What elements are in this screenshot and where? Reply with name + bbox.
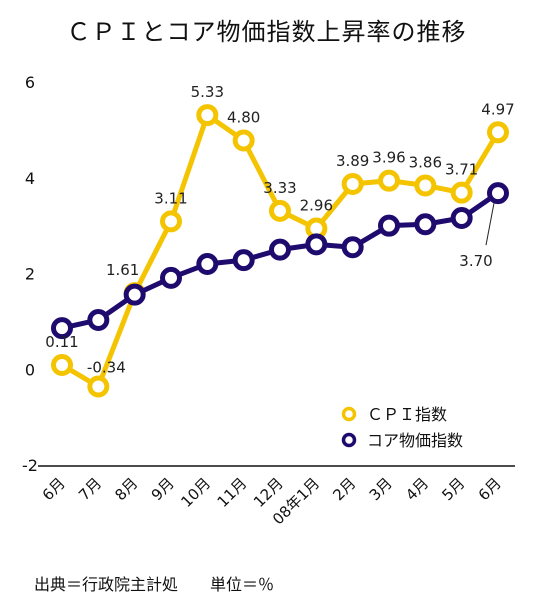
chart-title: ＣＰＩとコア物価指数上昇率の推移 xyxy=(66,18,467,46)
y-axis-ticks: -2 0 2 4 6 xyxy=(22,73,38,475)
data-label: 3.70 xyxy=(459,252,492,270)
data-point xyxy=(341,236,364,259)
data-point xyxy=(305,233,328,256)
series-layer xyxy=(51,104,509,398)
legend-marker xyxy=(341,432,357,448)
data-label: 4.80 xyxy=(227,108,260,126)
label-leader-line xyxy=(485,203,495,246)
legend-label: ＣＰＩ指数 xyxy=(367,405,447,424)
legend-label: コア物価指数 xyxy=(367,431,463,450)
data-label: -0.34 xyxy=(87,359,126,377)
x-tick-label: 6月 xyxy=(39,474,69,504)
data-point xyxy=(160,210,182,233)
data-point xyxy=(414,174,437,197)
y-tick-label: -2 xyxy=(22,456,38,475)
data-label: 3.86 xyxy=(409,153,442,171)
data-label: 3.96 xyxy=(372,149,405,167)
x-tick-label: 4月 xyxy=(402,474,432,504)
legend-marker xyxy=(341,406,357,422)
data-point xyxy=(160,266,182,289)
y-tick-label: 4 xyxy=(25,169,35,188)
data-point xyxy=(378,169,400,192)
data-point xyxy=(341,173,364,196)
data-point xyxy=(196,104,219,127)
data-label: 0.11 xyxy=(45,333,78,351)
data-point xyxy=(51,317,73,340)
y-tick-label: 0 xyxy=(25,360,35,379)
footnote: 出典＝行政院主計処 単位＝％ xyxy=(34,575,275,594)
y-tick-label: 2 xyxy=(25,265,35,284)
x-tick-label: 11月 xyxy=(214,474,251,511)
data-point xyxy=(123,283,146,306)
data-point xyxy=(450,181,473,204)
data-point xyxy=(87,308,110,331)
data-point xyxy=(87,375,110,398)
data-point xyxy=(269,238,291,261)
data-labels: 0.11 -0.34 1.61 3.11 5.334.80 3.332.96 3.89 3.9… xyxy=(45,83,514,376)
data-point xyxy=(232,129,255,152)
x-tick-label: 7月 xyxy=(75,474,105,504)
data-label: 3.89 xyxy=(336,152,369,170)
x-tick-label: 3月 xyxy=(366,474,396,504)
data-point xyxy=(269,199,291,222)
x-tick-label: 2月 xyxy=(329,474,359,504)
data-point xyxy=(487,121,509,144)
data-point xyxy=(51,353,73,376)
data-point xyxy=(196,252,219,275)
data-label: 1.61 xyxy=(106,261,139,279)
x-tick-label: 5月 xyxy=(438,474,468,504)
data-label: 3.71 xyxy=(445,161,478,179)
data-point xyxy=(378,214,400,237)
x-tick-label: 8月 xyxy=(111,474,141,504)
data-label: 4.97 xyxy=(481,100,514,118)
data-point xyxy=(450,207,473,230)
x-tick-label: 9月 xyxy=(148,474,178,504)
data-label: 3.11 xyxy=(154,189,187,207)
data-point xyxy=(232,249,255,272)
data-point xyxy=(487,182,509,205)
data-label: 2.96 xyxy=(300,197,333,215)
y-tick-label: 6 xyxy=(25,73,35,92)
data-label: 5.33 xyxy=(191,83,224,101)
x-tick-label: 10月 xyxy=(177,474,214,511)
data-label: 3.33 xyxy=(263,179,296,197)
data-point xyxy=(414,213,437,236)
x-tick-label: 6月 xyxy=(475,474,505,504)
